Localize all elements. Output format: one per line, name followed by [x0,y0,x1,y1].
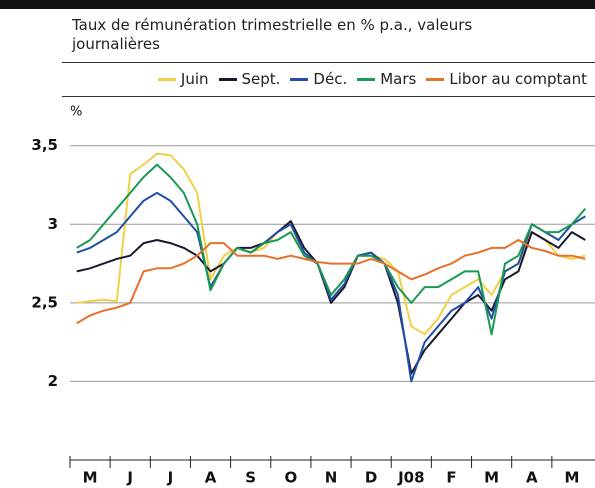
legend-item: Mars [357,70,416,88]
y-tick-label: 3,5 [31,136,58,154]
rule [62,96,595,97]
x-tick-label: A [205,469,217,487]
chart-title: Taux de rémunération trimestrielle en % … [72,16,473,53]
x-tick-label: S [245,469,256,487]
legend-label: Sept. [241,70,281,88]
series-line [76,152,586,336]
x-tick-label: F [446,469,456,487]
series-line [76,163,587,336]
series-line [76,191,586,383]
x-tick-label: A [526,469,538,487]
legend-item: Déc. [290,70,347,88]
legend-swatch [157,77,176,81]
legend-swatch [357,77,376,81]
x-tick-label: J [167,469,174,487]
legend-label: Juin [180,70,209,88]
rule [62,62,595,63]
series-line [76,239,586,325]
y-tick-label: 2 [48,372,58,390]
legend-item: Sept. [218,70,281,88]
x-tick-label: D [365,469,377,487]
legend-label: Mars [380,70,417,88]
legend-swatch [290,77,309,81]
y-tick-label: 2,5 [31,293,58,311]
top-bar [0,0,595,9]
y-unit: % [70,105,82,120]
x-tick-label: M [83,469,98,487]
x-tick-label: J [126,469,133,487]
legend-item: Juin [157,70,209,88]
x-tick-label: M [484,469,499,487]
legend-swatch [218,77,237,81]
legend: Juin Sept. Déc. Mars Libor au comptant [157,70,587,88]
x-tick-label: J08 [397,469,424,487]
legend-item: Libor au comptant [426,70,587,88]
x-tick-label: M [564,469,579,487]
x-tick-label: O [284,469,297,487]
legend-label: Déc. [313,70,348,88]
y-tick-label: 3 [48,215,58,233]
legend-swatch [426,77,445,81]
legend-label: Libor au comptant [449,70,587,88]
x-tick-label: N [325,469,338,487]
